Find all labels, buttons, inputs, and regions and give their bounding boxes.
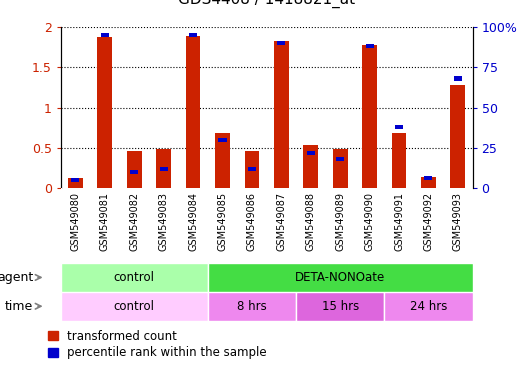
Bar — [130, 170, 138, 174]
Bar — [248, 167, 256, 171]
Text: GSM549080: GSM549080 — [70, 192, 80, 251]
Bar — [362, 45, 377, 188]
Text: 24 hrs: 24 hrs — [410, 300, 447, 313]
Bar — [61, 292, 208, 321]
Bar — [101, 33, 109, 37]
Bar — [450, 85, 465, 188]
Legend: transformed count, percentile rank within the sample: transformed count, percentile rank withi… — [48, 330, 267, 359]
Bar — [61, 263, 208, 292]
Bar — [333, 149, 347, 188]
Bar — [127, 151, 142, 188]
Text: GSM549091: GSM549091 — [394, 192, 404, 251]
Text: GSM549082: GSM549082 — [129, 192, 139, 251]
Bar — [98, 37, 112, 188]
Bar — [277, 41, 286, 45]
Bar — [219, 138, 227, 142]
Text: 15 hrs: 15 hrs — [322, 300, 359, 313]
Bar — [307, 151, 315, 155]
Bar — [421, 177, 436, 188]
Text: GSM549093: GSM549093 — [453, 192, 463, 251]
Bar — [274, 41, 289, 188]
Text: GSM549085: GSM549085 — [218, 192, 228, 251]
Bar — [71, 178, 80, 182]
Bar — [454, 76, 462, 81]
Bar — [215, 133, 230, 188]
Bar — [208, 263, 473, 292]
Text: control: control — [114, 300, 155, 313]
Bar — [395, 125, 403, 129]
Text: GSM549088: GSM549088 — [306, 192, 316, 251]
Text: GDS4408 / 1418821_at: GDS4408 / 1418821_at — [178, 0, 355, 8]
Bar — [159, 167, 168, 171]
Bar — [392, 132, 407, 188]
Bar — [244, 151, 259, 188]
Text: GSM549081: GSM549081 — [100, 192, 110, 251]
Text: GSM549087: GSM549087 — [276, 192, 286, 251]
Bar — [189, 33, 197, 37]
Bar — [365, 44, 374, 48]
Bar — [384, 292, 473, 321]
Bar — [156, 149, 171, 188]
Text: DETA-NONOate: DETA-NONOate — [295, 271, 385, 284]
Text: GSM549083: GSM549083 — [159, 192, 168, 251]
Text: control: control — [114, 271, 155, 284]
Bar — [186, 36, 201, 188]
Text: GSM549089: GSM549089 — [335, 192, 345, 251]
Text: GSM549092: GSM549092 — [423, 192, 433, 251]
Text: GSM549090: GSM549090 — [365, 192, 374, 251]
Text: 8 hrs: 8 hrs — [237, 300, 267, 313]
Text: time: time — [5, 300, 33, 313]
Bar — [68, 178, 83, 188]
Bar — [304, 145, 318, 188]
Bar — [336, 157, 344, 161]
Text: GSM549084: GSM549084 — [188, 192, 198, 251]
Text: agent: agent — [0, 271, 33, 284]
Bar — [296, 292, 384, 321]
Text: GSM549086: GSM549086 — [247, 192, 257, 251]
Bar — [208, 292, 296, 321]
Bar — [425, 177, 432, 180]
